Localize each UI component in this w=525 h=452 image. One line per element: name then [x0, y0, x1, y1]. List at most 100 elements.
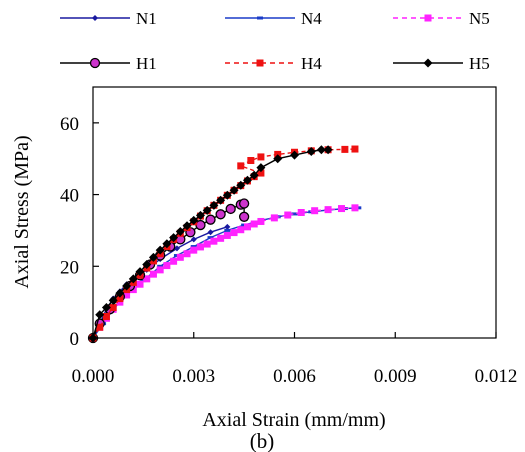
- point-h5-27: [290, 150, 299, 160]
- point-h5-14: [182, 221, 192, 231]
- point-n5-16: [196, 243, 204, 251]
- point-n4-13: [291, 212, 298, 216]
- y-tick-label-40: 40: [60, 186, 79, 207]
- x-tick-label-0-009: 0.009: [374, 366, 417, 387]
- point-n5-17: [203, 240, 211, 248]
- point-h1-12: [205, 214, 216, 225]
- point-n5-30: [324, 206, 332, 214]
- point-h1-16: [238, 198, 250, 209]
- point-h5-17: [202, 205, 212, 215]
- point-n5-28: [297, 209, 305, 216]
- point-h4-1: [96, 323, 104, 331]
- series-h4: [89, 145, 359, 342]
- legend-marker-h5: [423, 58, 433, 68]
- point-n1-10: [190, 236, 197, 243]
- point-n5-19: [217, 234, 225, 242]
- legend-label-h5: H5: [469, 54, 490, 73]
- figure-caption: (b): [250, 429, 275, 452]
- legend-entry-n4: N4: [225, 9, 322, 28]
- point-h1-13: [215, 209, 226, 220]
- point-h1-14: [225, 203, 236, 215]
- y-axis-label: Axial Stress (MPa): [11, 135, 33, 288]
- point-n5-8: [143, 275, 151, 283]
- point-h5-23: [242, 175, 252, 185]
- point-h4-4: [116, 295, 124, 303]
- point-h5-7: [135, 267, 145, 277]
- legend-entry-h5: H5: [393, 54, 490, 73]
- point-h5-4: [115, 288, 125, 298]
- point-h4-25: [257, 169, 265, 177]
- point-h5-22: [236, 180, 246, 190]
- point-n5-7: [136, 280, 144, 288]
- point-h5-11: [162, 239, 172, 249]
- series-layer: [87, 145, 362, 344]
- point-h5-5: [122, 281, 132, 291]
- point-h5-28: [306, 147, 316, 157]
- legend-marker-n5: [424, 14, 432, 22]
- point-n5-10: [156, 266, 164, 274]
- point-h5-12: [169, 233, 179, 243]
- series-line-h4: [92, 148, 355, 339]
- point-n5-12: [170, 257, 178, 265]
- point-n5-27: [284, 211, 292, 219]
- x-tick-label-0-000: 0.000: [72, 366, 115, 387]
- legend-label-n4: N4: [301, 9, 322, 28]
- point-h5-20: [222, 190, 232, 200]
- point-n5-15: [190, 246, 198, 254]
- point-h5-16: [195, 210, 205, 220]
- legend-entry-h4: H4: [225, 54, 322, 73]
- point-n1-9: [173, 245, 180, 252]
- point-n4-7: [190, 245, 197, 249]
- point-n4-8: [207, 236, 214, 240]
- legend-entry-n5: N5: [393, 9, 490, 28]
- y-tick-label-20: 20: [60, 257, 79, 278]
- point-n4-5: [157, 264, 164, 268]
- point-h5-1: [95, 310, 105, 320]
- x-tick-label-0-003: 0.003: [172, 366, 215, 387]
- y-tick-label-60: 60: [60, 114, 79, 135]
- legend-label-h4: H4: [301, 54, 322, 73]
- legend-entry-n1: N1: [60, 9, 157, 28]
- point-n5-5: [123, 291, 131, 299]
- legend-entry-h1: H1: [60, 54, 157, 73]
- legend: N1 N4 N5 H1 H4 H5: [60, 9, 490, 73]
- point-h5-6: [128, 274, 138, 284]
- point-h5-19: [216, 195, 226, 205]
- point-n5-14: [183, 250, 191, 258]
- point-n5-13: [176, 253, 184, 261]
- legend-marker-n4: [257, 16, 263, 20]
- point-h4-28: [257, 153, 265, 161]
- point-h1-17: [238, 211, 250, 222]
- point-h4-27: [247, 157, 255, 165]
- legend-label-n1: N1: [136, 9, 157, 28]
- point-h5-24: [249, 170, 259, 180]
- series-h5: [88, 145, 333, 343]
- point-h5-9: [148, 252, 158, 262]
- x-tick-label-0-012: 0.012: [475, 366, 518, 387]
- point-n5-22: [237, 226, 245, 234]
- point-h4-33: [341, 145, 349, 153]
- point-n5-21: [230, 229, 238, 237]
- y-axis-ticks: 0 20 40 60: [60, 114, 99, 350]
- point-n4-9: [224, 228, 231, 232]
- x-axis-label: Axial Strain (mm/mm): [202, 409, 385, 431]
- point-h5-3: [108, 295, 118, 305]
- point-h5-13: [175, 227, 185, 237]
- point-n1-11: [207, 229, 214, 236]
- point-h5-8: [142, 259, 152, 269]
- legend-marker-h4: [256, 59, 264, 67]
- point-h5-10: [155, 245, 165, 255]
- point-h5-0: [88, 333, 98, 343]
- point-h4-3: [109, 304, 117, 312]
- point-n5-25: [257, 217, 265, 225]
- point-h4-34: [351, 145, 359, 153]
- series-h1: [87, 198, 250, 344]
- point-n5-32: [351, 204, 359, 212]
- point-n5-24: [250, 220, 258, 228]
- point-n5-26: [270, 214, 278, 222]
- series-line-h1: [92, 202, 245, 339]
- point-h5-2: [101, 303, 111, 313]
- point-h5-18: [209, 200, 219, 210]
- y-tick-label-0: 0: [70, 329, 80, 350]
